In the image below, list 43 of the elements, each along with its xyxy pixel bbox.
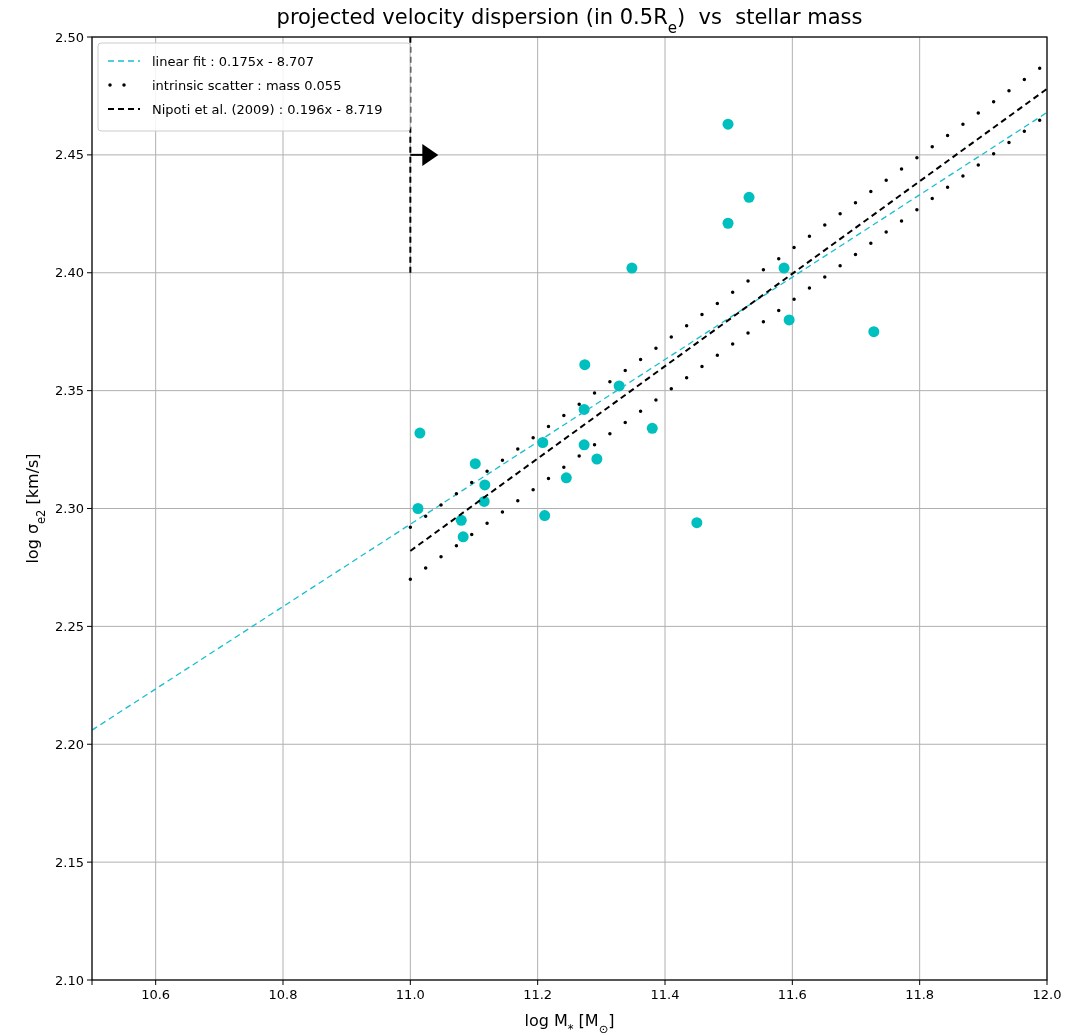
y-tick-label: 2.40	[55, 265, 84, 281]
x-tick-label: 11.0	[395, 987, 425, 1002]
x-tick-label: 11.4	[650, 987, 680, 1002]
x-tick-label: 11.8	[905, 987, 935, 1002]
x-tick-label: 12.0	[1032, 987, 1062, 1002]
point	[646, 422, 658, 434]
point	[469, 458, 481, 470]
x-tick-label: 10.8	[268, 987, 298, 1002]
y-tick-label: 2.45	[55, 147, 84, 163]
point	[560, 472, 572, 484]
y-tick-label: 2.15	[55, 854, 84, 870]
point	[578, 439, 590, 451]
point	[414, 427, 426, 439]
point	[868, 326, 880, 338]
chart-title: projected velocity dispersion (in 0.5R$_{e}$) vs stellar mass	[276, 5, 863, 37]
point	[539, 510, 551, 522]
point	[783, 314, 795, 326]
y-tick-label: 2.25	[55, 618, 84, 634]
point	[691, 517, 703, 529]
point	[743, 191, 755, 203]
point	[722, 217, 734, 229]
y-tick-label: 2.35	[55, 383, 84, 399]
point	[579, 359, 591, 371]
x-tick-label: 11.2	[523, 987, 553, 1002]
point	[626, 262, 638, 274]
legend-label: intrinsic scatter : mass 0.055	[152, 78, 342, 93]
y-tick-label: 2.20	[55, 736, 84, 752]
point	[778, 262, 790, 274]
point	[457, 531, 469, 543]
y-tick-label: 2.50	[55, 29, 84, 45]
x-tick-label: 11.6	[777, 987, 807, 1002]
point	[479, 479, 491, 491]
x-tick-label: 10.6	[141, 987, 171, 1002]
legend-label: Nipoti et al. (2009) : 0.196x - 8.719	[152, 102, 383, 117]
point	[591, 453, 603, 465]
y-tick-label: 2.10	[55, 972, 84, 988]
point	[537, 436, 549, 448]
y-tick-label: 2.30	[55, 501, 84, 516]
legend-label: linear fit : 0.175x - 8.707	[152, 54, 314, 69]
point	[455, 514, 467, 526]
point	[412, 503, 424, 514]
point	[722, 118, 734, 130]
x-axis-title: log M$_{*}$ [M$_{⊙}$]	[524, 1011, 615, 1035]
